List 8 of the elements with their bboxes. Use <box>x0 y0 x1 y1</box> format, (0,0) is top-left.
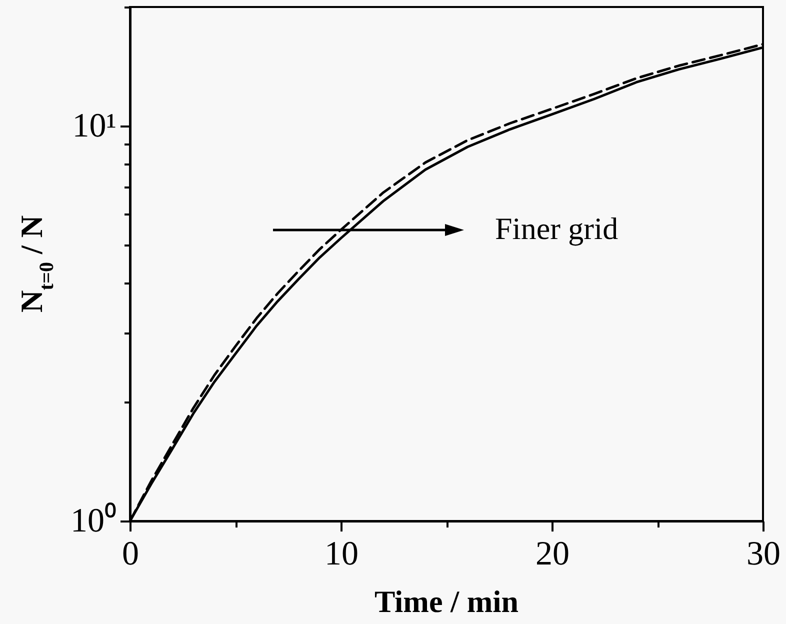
x-tick-label: 30 <box>746 536 780 572</box>
x-tick-label: 20 <box>536 536 570 572</box>
y-tick-label: 10⁰ <box>70 502 116 540</box>
annotation: Finer grid <box>495 211 619 246</box>
x-tick-label: 0 <box>122 536 139 572</box>
y-tick-label: 10¹ <box>72 107 116 144</box>
x-axis-title: Time / min <box>374 584 519 619</box>
x-tick-label: 10 <box>324 536 358 572</box>
